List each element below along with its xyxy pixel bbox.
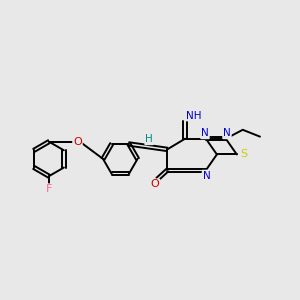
Text: F: F bbox=[46, 184, 52, 194]
Text: H: H bbox=[145, 134, 153, 144]
Text: N: N bbox=[223, 128, 231, 138]
Text: N: N bbox=[202, 171, 210, 181]
Text: O: O bbox=[73, 137, 82, 147]
Text: NH: NH bbox=[186, 110, 201, 121]
Text: N: N bbox=[201, 128, 209, 138]
Text: O: O bbox=[151, 179, 159, 190]
Text: S: S bbox=[240, 149, 247, 160]
